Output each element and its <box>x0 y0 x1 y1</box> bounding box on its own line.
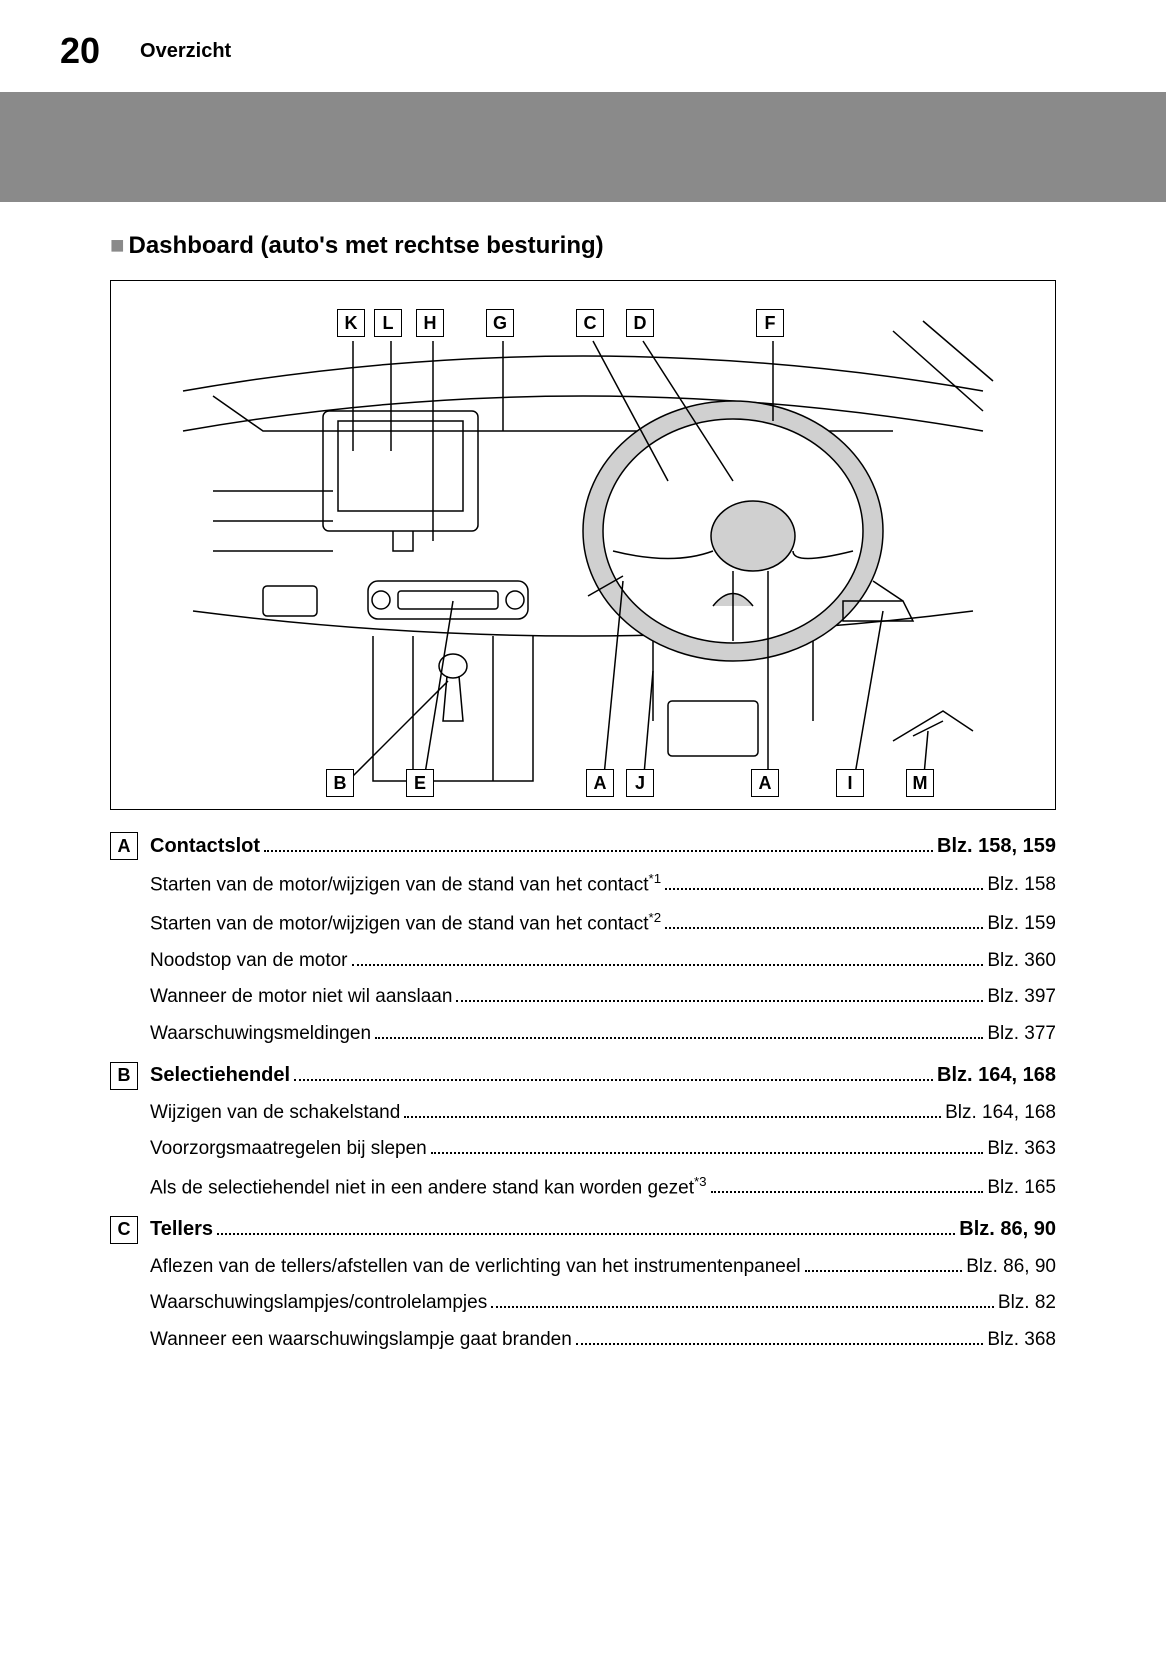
diagram-label-G: G <box>486 309 514 337</box>
entry-sub-text: Starten van de motor/wijzigen van de sta… <box>150 870 661 899</box>
leader-dots <box>352 964 984 966</box>
chapter-title: Overzicht <box>140 40 231 63</box>
diagram-label-J: J <box>626 769 654 797</box>
entry-sub: Waarschuwingslampjes/controlelampjes Blz… <box>110 1290 1056 1317</box>
leader-dots <box>665 888 983 890</box>
entry-title: Selectiehendel <box>150 1064 290 1087</box>
entry-page-ref: Blz. 86, 90 <box>959 1218 1056 1241</box>
entry-sub-page-ref: Blz. 368 <box>987 1327 1056 1354</box>
dashboard-diagram: K L H G C D F B E A J A I M <box>110 280 1056 810</box>
diagram-label-C: C <box>576 309 604 337</box>
entry-sub-page-ref: Blz. 397 <box>987 984 1056 1011</box>
entry-group: C Tellers Blz. 86, 90 Aflezen van de telle… <box>110 1216 1056 1354</box>
entry-sub-page-ref: Blz. 158 <box>987 872 1056 899</box>
entry-sub-text: Waarschuwingslampjes/controlelampjes <box>150 1290 487 1317</box>
entry-sub: Voorzorgsmaatregelen bij slepen Blz. 363 <box>110 1136 1056 1163</box>
dashboard-illustration <box>111 281 1055 809</box>
header-gray-bar <box>0 92 1166 202</box>
entry-sub-page-ref: Blz. 377 <box>987 1021 1056 1048</box>
diagram-label-A-1: A <box>586 769 614 797</box>
diagram-label-I: I <box>836 769 864 797</box>
leader-dots <box>264 850 933 852</box>
entry-heading: C Tellers Blz. 86, 90 <box>110 1216 1056 1244</box>
entry-letter-box: A <box>110 832 138 860</box>
entry-sub-text: Wanneer de motor niet wil aanslaan <box>150 984 452 1011</box>
entry-heading: B Selectiehendel Blz. 164, 168 <box>110 1062 1056 1090</box>
entry-letter-box: B <box>110 1062 138 1090</box>
diagram-label-L: L <box>374 309 402 337</box>
diagram-label-A-2: A <box>751 769 779 797</box>
leader-dots <box>375 1037 983 1039</box>
entry-sub: Wijzigen van de schakelstand Blz. 164, 1… <box>110 1100 1056 1127</box>
entry-sub-page-ref: Blz. 165 <box>987 1175 1056 1202</box>
diagram-label-E: E <box>406 769 434 797</box>
entry-sub-page-ref: Blz. 363 <box>987 1136 1056 1163</box>
entry-sub-page-ref: Blz. 164, 168 <box>945 1100 1056 1127</box>
leader-dots <box>665 927 983 929</box>
leader-dots <box>711 1191 984 1193</box>
leader-dots <box>805 1270 963 1272</box>
entry-sub: Als de selectiehendel niet in een andere… <box>110 1173 1056 1202</box>
entry-heading: A Contactslot Blz. 158, 159 <box>110 832 1056 860</box>
entry-sub-text: Wanneer een waarschuwingslampje gaat bra… <box>150 1327 572 1354</box>
entry-sub-page-ref: Blz. 82 <box>998 1290 1056 1317</box>
entry-sub: Noodstop van de motor Blz. 360 <box>110 948 1056 975</box>
diagram-label-B: B <box>326 769 354 797</box>
entry-group: BSelectiehendel Blz. 164, 168Wijzigen va… <box>110 1062 1056 1202</box>
leader-dots <box>294 1079 933 1081</box>
index-entries: A Contactslot Blz. 158, 159 Starten van de… <box>110 832 1056 1354</box>
section-title: Dashboard (auto's met rechtse besturing) <box>110 232 1056 260</box>
entry-group: A Contactslot Blz. 158, 159 Starten van de… <box>110 832 1056 1048</box>
diagram-label-K: K <box>337 309 365 337</box>
entry-sub-text: Als de selectiehendel niet in een andere… <box>150 1173 707 1202</box>
entry-sub: Starten van de motor/wijzigen van de sta… <box>110 909 1056 938</box>
entry-sub-text: Wijzigen van de schakelstand <box>150 1100 400 1127</box>
entry-title: Tellers <box>150 1218 213 1241</box>
entry-sub: Wanneer de motor niet wil aanslaan Blz. … <box>110 984 1056 1011</box>
entry-letter-box: C <box>110 1216 138 1244</box>
entry-sub-text: Aflezen van de tellers/afstellen van de … <box>150 1254 801 1281</box>
leader-dots <box>491 1306 994 1308</box>
entry-page-ref: Blz. 164, 168 <box>937 1064 1056 1087</box>
leader-dots <box>404 1116 941 1118</box>
entry-sub: Wanneer een waarschuwingslampje gaat bra… <box>110 1327 1056 1354</box>
page-number: 20 <box>60 30 100 72</box>
entry-sub-text: Starten van de motor/wijzigen van de sta… <box>150 909 661 938</box>
entry-title: Contactslot <box>150 835 260 858</box>
leader-dots <box>456 1000 983 1002</box>
entry-sub-page-ref: Blz. 360 <box>987 948 1056 975</box>
entry-page-ref: Blz. 158, 159 <box>937 835 1056 858</box>
entry-sub: Waarschuwingsmeldingen Blz. 377 <box>110 1021 1056 1048</box>
diagram-label-D: D <box>626 309 654 337</box>
entry-sub-page-ref: Blz. 159 <box>987 911 1056 938</box>
leader-dots <box>431 1152 984 1154</box>
leader-dots <box>576 1343 984 1345</box>
entry-sub-text: Noodstop van de motor <box>150 948 348 975</box>
entry-sub: Starten van de motor/wijzigen van de sta… <box>110 870 1056 899</box>
diagram-label-M: M <box>906 769 934 797</box>
entry-sub-page-ref: Blz. 86, 90 <box>966 1254 1056 1281</box>
entry-sub-text: Waarschuwingsmeldingen <box>150 1021 371 1048</box>
diagram-label-F: F <box>756 309 784 337</box>
leader-dots <box>217 1233 955 1235</box>
diagram-label-H: H <box>416 309 444 337</box>
entry-sub: Aflezen van de tellers/afstellen van de … <box>110 1254 1056 1281</box>
entry-sub-text: Voorzorgsmaatregelen bij slepen <box>150 1136 427 1163</box>
